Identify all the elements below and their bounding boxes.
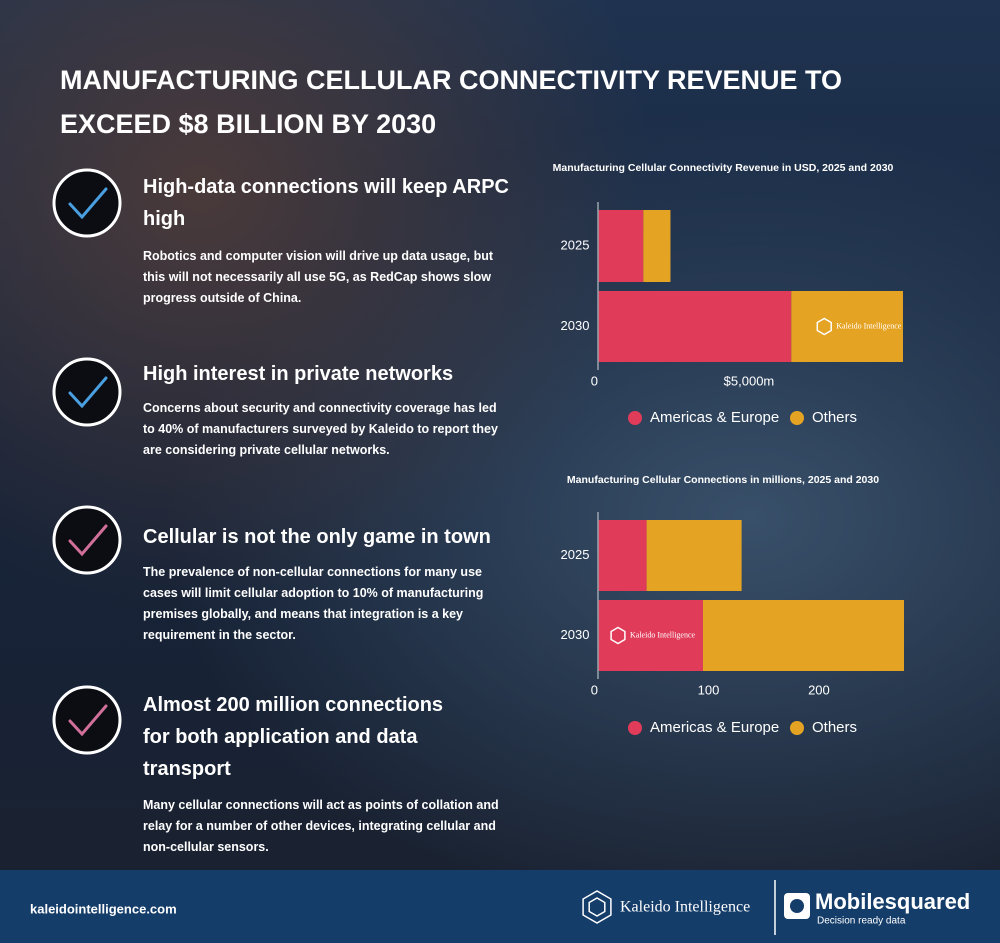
x-tick-label: $5,000m — [724, 373, 775, 388]
page-title: MANUFACTURING CELLULAR CONNECTIVITY REVE… — [60, 65, 843, 139]
chart-title: Manufacturing Cellular Connections in mi… — [567, 474, 879, 486]
logo-icon — [582, 890, 612, 924]
point-body: Robotics and computer vision will drive … — [143, 249, 494, 305]
chart-title: Manufacturing Cellular Connectivity Reve… — [553, 162, 894, 174]
legend-label: Others — [812, 719, 857, 736]
legend-label: Americas & Europe — [650, 409, 779, 426]
footer-bar — [0, 870, 1000, 943]
point-heading: High-data connections will keep ARPC hig… — [143, 176, 509, 230]
check-circle — [52, 685, 122, 755]
check-circle — [52, 168, 122, 238]
point-heading: Cellular is not the only game in town — [143, 526, 491, 548]
point-body: The prevalence of non-cellular connectio… — [143, 565, 484, 642]
legend-label: Americas & Europe — [650, 719, 779, 736]
watermark: Kaleido Intelligence — [836, 321, 902, 330]
bar — [702, 600, 904, 671]
x-tick-label: 0 — [591, 682, 598, 697]
bar — [598, 210, 644, 282]
check-mark — [68, 376, 108, 409]
check-mark — [68, 524, 108, 557]
point-heading: Almost 200 million connections for both … — [143, 694, 444, 780]
bar — [646, 520, 742, 591]
legend-label: Others — [812, 409, 857, 426]
bar — [598, 520, 647, 591]
logo-icon — [610, 626, 626, 645]
y-tick-label: 2025 — [561, 237, 590, 252]
check-circle — [52, 357, 122, 427]
legend-swatch — [790, 411, 804, 425]
x-tick-label: 0 — [591, 373, 598, 388]
footer-partner: Mobilesquared — [815, 889, 970, 914]
x-tick-label: 100 — [698, 682, 720, 697]
bar — [791, 291, 903, 362]
check-mark — [68, 704, 108, 737]
legend-swatch — [628, 411, 642, 425]
point-heading: High interest in private networks — [143, 363, 454, 385]
logo-icon — [816, 317, 832, 336]
bar — [643, 210, 671, 282]
check-circle — [52, 505, 122, 575]
check-mark — [68, 187, 108, 220]
y-tick-label: 2030 — [561, 627, 590, 642]
bar — [598, 600, 703, 671]
footer-brand: Kaleido Intelligence — [620, 899, 750, 916]
y-tick-label: 2025 — [561, 547, 590, 562]
y-tick-label: 2030 — [561, 318, 590, 333]
point-body: Concerns about security and connectivity… — [143, 401, 498, 457]
bar — [598, 291, 792, 362]
legend-swatch — [790, 721, 804, 735]
footer-tagline: Decision ready data — [817, 916, 906, 927]
point-body: Many cellular connections will act as po… — [143, 798, 499, 854]
footer-url: kaleidointelligence.com — [30, 901, 177, 916]
logo-icon — [588, 897, 606, 917]
watermark: Kaleido Intelligence — [630, 630, 696, 639]
legend-swatch — [628, 721, 642, 735]
x-tick-label: 200 — [808, 682, 830, 697]
partner-icon-dot — [790, 899, 804, 913]
